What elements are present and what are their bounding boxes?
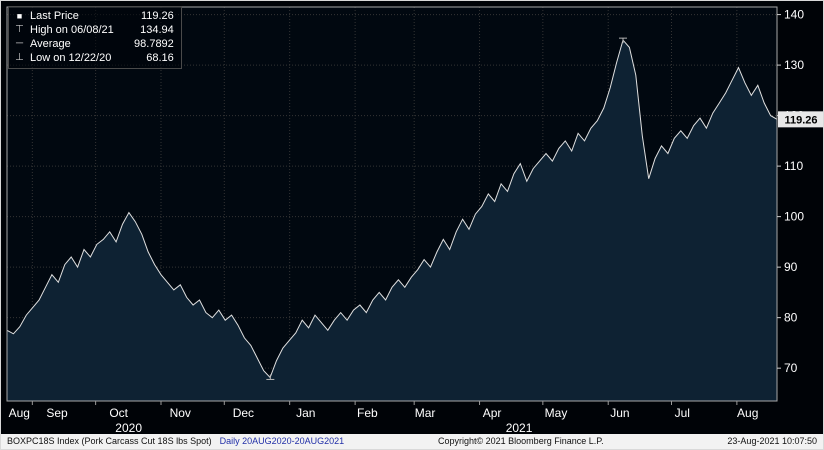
x-tick-label: Aug [737, 406, 758, 420]
last-price-marker-icon: ■ [16, 11, 23, 21]
high-marker-icon: ⊤ [15, 24, 24, 35]
year-label: 2020 [115, 421, 142, 435]
timestamp-text: 23-Aug-2021 10:07:50 [727, 436, 817, 446]
x-tick-label: Jul [675, 406, 690, 420]
y-tick-label: 110 [784, 159, 803, 173]
chart-legend: ■ Last Price 119.26 ⊤ High on 06/08/21 1… [8, 6, 182, 69]
x-tick-label: Jun [610, 406, 629, 420]
average-marker-icon: ─ [15, 38, 24, 49]
x-tick-label: Sep [46, 406, 68, 420]
y-tick-label: 100 [784, 210, 804, 224]
status-bar: BOXPC18S Index (Pork Carcass Cut 18S lbs… [1, 434, 823, 449]
y-tick-label: 140 [784, 8, 804, 22]
plot-frame [6, 6, 778, 402]
y-tick-label: 80 [784, 311, 798, 325]
x-tick-label: Jan [296, 406, 315, 420]
x-tick-label: Nov [170, 406, 191, 420]
price-line [6, 39, 778, 379]
legend-value: 68.16 [146, 52, 174, 64]
price-chart-canvas[interactable]: 708090100110120130140AugSepOctNovDecJanF… [1, 1, 824, 436]
legend-value: 134.94 [140, 24, 174, 36]
legend-row-low: ⊥ Low on 12/22/20 68.16 [13, 51, 174, 65]
legend-row-average: ─ Average 98.7892 [13, 37, 174, 51]
last-price-badge: 119.26 [778, 111, 823, 128]
high-low-markers [266, 37, 627, 380]
copyright-text: Copyright© 2021 Bloomberg Finance L.P. [438, 436, 604, 446]
last-price-badge-text: 119.26 [784, 114, 817, 126]
y-tick-label: 70 [784, 361, 798, 375]
x-tick-label: Mar [415, 406, 436, 420]
security-description: BOXPC18S Index (Pork Carcass Cut 18S lbs… [7, 434, 344, 449]
x-tick-label: Oct [109, 406, 128, 420]
year-label: 2021 [506, 421, 533, 435]
x-tick-label: Feb [357, 406, 378, 420]
legend-label: Last Price [30, 10, 79, 22]
legend-label: High on 06/08/21 [30, 24, 114, 36]
legend-value: 119.26 [140, 10, 174, 22]
legend-label: Low on 12/22/20 [30, 52, 112, 64]
x-tick-label: Aug [9, 406, 30, 420]
legend-row-high: ⊤ High on 06/08/21 134.94 [13, 23, 174, 37]
y-axis: 708090100110120130140 [777, 8, 804, 375]
x-tick-label: Dec [233, 406, 254, 420]
legend-label: Average [30, 38, 71, 50]
y-tick-label: 90 [784, 260, 798, 274]
ticker-text: BOXPC18S Index (Pork Carcass Cut 18S lbs… [7, 436, 212, 446]
y-tick-label: 130 [784, 58, 804, 72]
price-area-fill [7, 40, 777, 401]
x-axis: Aug Sep Oct Nov Dec Jan Feb Mar Apr May Jun Jul Aug 2… [9, 401, 758, 435]
legend-row-last-price: ■ Last Price 119.26 [13, 9, 174, 23]
period-text: Daily 20AUG2020-20AUG2021 [219, 436, 345, 446]
legend-value: 98.7892 [134, 38, 174, 50]
low-marker-icon: ⊥ [15, 52, 24, 63]
x-tick-label: May [545, 406, 568, 420]
x-tick-label: Apr [483, 406, 502, 420]
